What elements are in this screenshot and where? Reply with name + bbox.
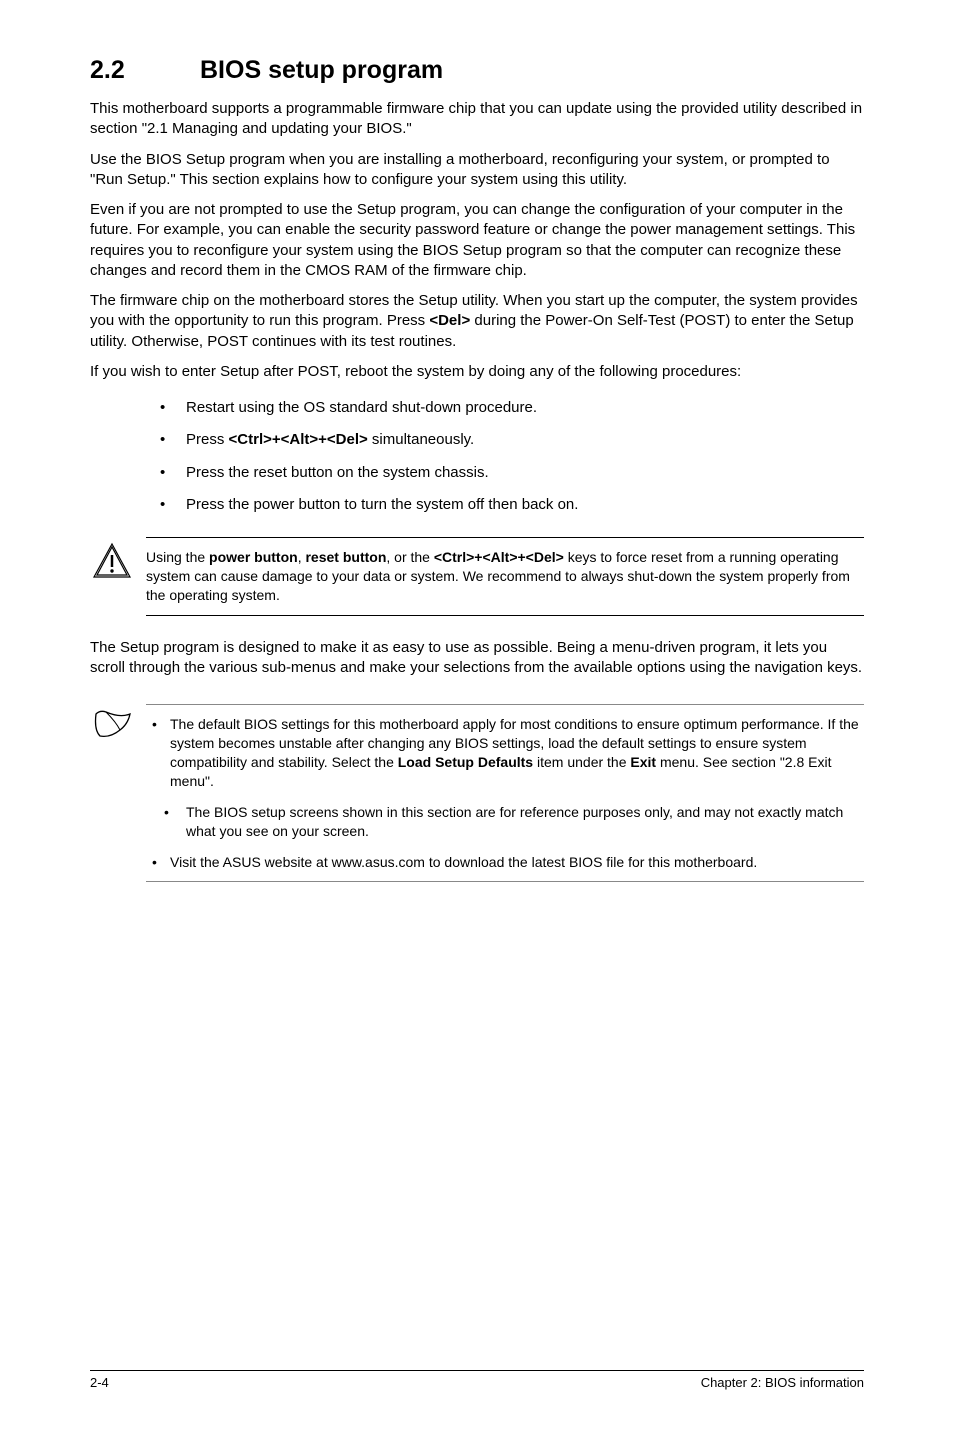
note-callout: The default BIOS settings for this mothe…: [90, 704, 864, 882]
section-title: BIOS setup program: [200, 56, 443, 84]
section-number: 2.2: [90, 56, 200, 85]
page: 2.2BIOS setup program This motherboard s…: [0, 0, 954, 1438]
note-list: The default BIOS settings for this mothe…: [146, 715, 864, 871]
note-icon: [90, 704, 146, 742]
footer-page-number: 2-4: [90, 1375, 109, 1390]
list-item-text: Press: [186, 431, 229, 448]
list-item-text: simultaneously.: [368, 431, 474, 448]
note-bold: Load Setup Defaults: [398, 754, 533, 770]
paragraph: If you wish to enter Setup after POST, r…: [90, 362, 864, 382]
key-combo: <Ctrl>+<Alt>+<Del>: [229, 431, 368, 448]
warning-text-part: , or the: [386, 549, 433, 565]
page-footer: 2-4 Chapter 2: BIOS information: [90, 1370, 864, 1390]
warning-icon: [90, 537, 146, 581]
paragraph: The Setup program is designed to make it…: [90, 638, 864, 679]
list-item: Press <Ctrl>+<Alt>+<Del> simultaneously.: [90, 424, 864, 456]
warning-text: Using the power button, reset button, or…: [146, 537, 864, 616]
section-heading: 2.2BIOS setup program: [90, 56, 864, 85]
procedure-list: Restart using the OS standard shut-down …: [90, 392, 864, 521]
paragraph: Use the BIOS Setup program when you are …: [90, 150, 864, 191]
paragraph: Even if you are not prompted to use the …: [90, 200, 864, 281]
note-bold: Exit: [630, 754, 656, 770]
list-item: Press the reset button on the system cha…: [90, 457, 864, 489]
paragraph: The firmware chip on the motherboard sto…: [90, 291, 864, 352]
list-item: Restart using the OS standard shut-down …: [90, 392, 864, 424]
list-item: The default BIOS settings for this mothe…: [146, 715, 864, 803]
note-text-part: item under the: [533, 754, 630, 770]
note-text: The default BIOS settings for this mothe…: [146, 704, 864, 882]
list-item: The BIOS setup screens shown in this sec…: [146, 803, 864, 853]
warning-callout: Using the power button, reset button, or…: [90, 537, 864, 616]
list-item: Press the power button to turn the syste…: [90, 489, 864, 521]
key-del: <Del>: [429, 312, 470, 329]
warning-bold: reset button: [305, 549, 386, 565]
warning-bold: power button: [209, 549, 298, 565]
footer-chapter: Chapter 2: BIOS information: [701, 1375, 864, 1390]
warning-text-part: Using the: [146, 549, 209, 565]
list-item: Visit the ASUS website at www.asus.com t…: [146, 853, 864, 872]
paragraph: This motherboard supports a programmable…: [90, 99, 864, 140]
warning-bold: <Ctrl>+<Alt>+<Del>: [434, 549, 564, 565]
